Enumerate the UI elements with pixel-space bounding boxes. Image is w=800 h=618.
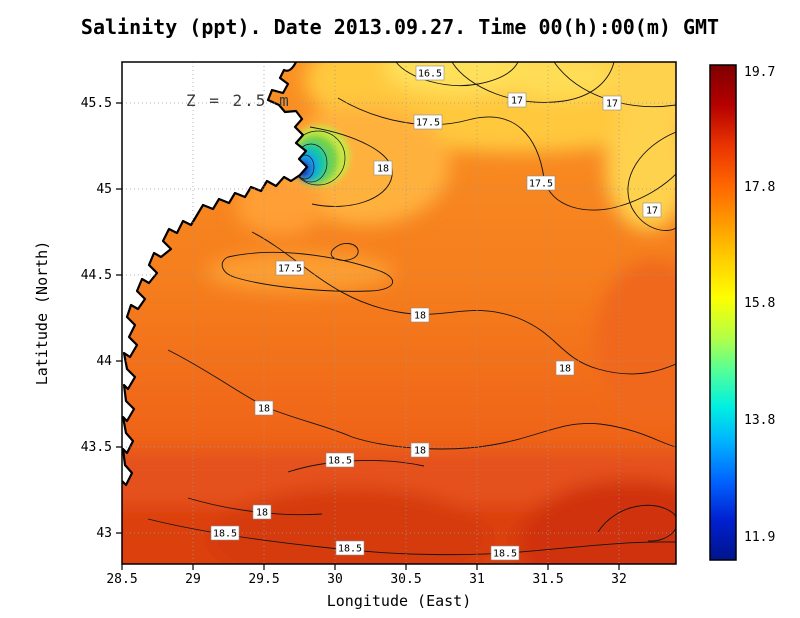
contour-label: 17 — [642, 202, 662, 218]
contour-label: 17 — [507, 92, 527, 108]
contour-label: 18 — [254, 400, 274, 416]
svg-text:17: 17 — [606, 99, 618, 110]
svg-text:18: 18 — [377, 164, 389, 175]
svg-text:17.5: 17.5 — [529, 179, 553, 190]
colorbar-tick-label: 11.9 — [744, 530, 775, 545]
contour-line-swirl — [597, 504, 676, 542]
contour-label: 18.5 — [325, 452, 355, 468]
depth-annotation: Z = 2.5 m — [186, 91, 291, 110]
svg-text:17: 17 — [511, 96, 523, 107]
svg-text:18.5: 18.5 — [338, 544, 362, 555]
colorbar-gradient — [709, 64, 737, 561]
contour-line-18-plume — [309, 126, 393, 207]
land-mass — [122, 62, 307, 485]
plot-title: Salinity (ppt). Date 2013.09.27. Time 00… — [81, 15, 719, 39]
colorbar: 19.7 17.8 15.8 13.8 11.9 — [709, 64, 775, 561]
x-tick-label: 31 — [469, 572, 485, 587]
x-tick-label: 31.5 — [532, 572, 563, 587]
svg-text:18: 18 — [414, 311, 426, 322]
y-tick-label: 44.5 — [81, 268, 112, 283]
svg-text:18.5: 18.5 — [328, 456, 352, 467]
contour-label: 18 — [410, 442, 430, 458]
contour-labels: 16.5 17 17 17.5 18 17.5 17 17.5 18 18 18… — [210, 65, 662, 561]
svg-text:18: 18 — [559, 364, 571, 375]
contour-line-18-oval — [330, 243, 359, 261]
coastline — [121, 61, 309, 487]
y-axis-label: Latitude (North) — [33, 241, 51, 386]
contour-label: 16.5 — [415, 65, 445, 81]
x-tick-label: 28.5 — [106, 572, 137, 587]
contour-label: 17.5 — [413, 114, 443, 130]
svg-text:17.5: 17.5 — [416, 118, 440, 129]
contour-label: 18 — [252, 504, 272, 520]
y-tick-label: 43.5 — [81, 440, 112, 455]
svg-text:18: 18 — [258, 404, 270, 415]
x-tick-label: 32 — [611, 572, 627, 587]
contour-label: 17.5 — [526, 175, 556, 191]
x-tick-label: 30.5 — [390, 572, 421, 587]
contour-line-17-c — [627, 131, 676, 231]
colorbar-tick-label: 15.8 — [744, 296, 775, 311]
contour-label: 18.5 — [210, 525, 240, 541]
colorbar-tick-label: 17.8 — [744, 180, 775, 195]
svg-text:18: 18 — [256, 508, 268, 519]
x-tick-label: 29 — [185, 572, 201, 587]
grid-lines — [122, 62, 676, 564]
x-tick-label: 29.5 — [248, 572, 279, 587]
contour-line-16p5 — [395, 62, 519, 87]
x-axis-label: Longitude (East) — [327, 592, 472, 610]
colorbar-tick-label: 13.8 — [744, 413, 775, 428]
contour-label: 17 — [602, 95, 622, 111]
axis-tick-marks — [116, 102, 620, 570]
svg-text:18: 18 — [414, 446, 426, 457]
y-axis-tick-labels: 45.5 45 44.5 44 43.5 43 — [81, 96, 112, 541]
plot-frame — [121, 61, 677, 565]
svg-text:18.5: 18.5 — [213, 529, 237, 540]
contour-label: 18 — [555, 360, 575, 376]
colorbar-tick-label: 19.7 — [744, 65, 775, 80]
y-tick-label: 44 — [96, 354, 112, 369]
contour-label: 18 — [373, 160, 393, 176]
contour-label: 17.5 — [275, 260, 305, 276]
y-tick-label: 45 — [96, 182, 112, 197]
contour-label: 18 — [410, 307, 430, 323]
svg-text:17: 17 — [646, 206, 658, 217]
y-tick-label: 45.5 — [81, 96, 112, 111]
y-tick-label: 43 — [96, 526, 112, 541]
x-axis-tick-labels: 28.5 29 29.5 30 30.5 31 31.5 32 — [106, 572, 626, 587]
contour-line-18-big — [251, 231, 676, 375]
contour-line-17-a — [451, 62, 615, 103]
svg-text:16.5: 16.5 — [418, 69, 442, 80]
contour-line-18p5-arc — [287, 460, 425, 473]
svg-text:17.5: 17.5 — [278, 264, 302, 275]
x-tick-label: 30 — [327, 572, 343, 587]
svg-text:18.5: 18.5 — [493, 549, 517, 560]
contour-label: 18.5 — [335, 540, 365, 556]
contour-label: 18.5 — [490, 545, 520, 561]
